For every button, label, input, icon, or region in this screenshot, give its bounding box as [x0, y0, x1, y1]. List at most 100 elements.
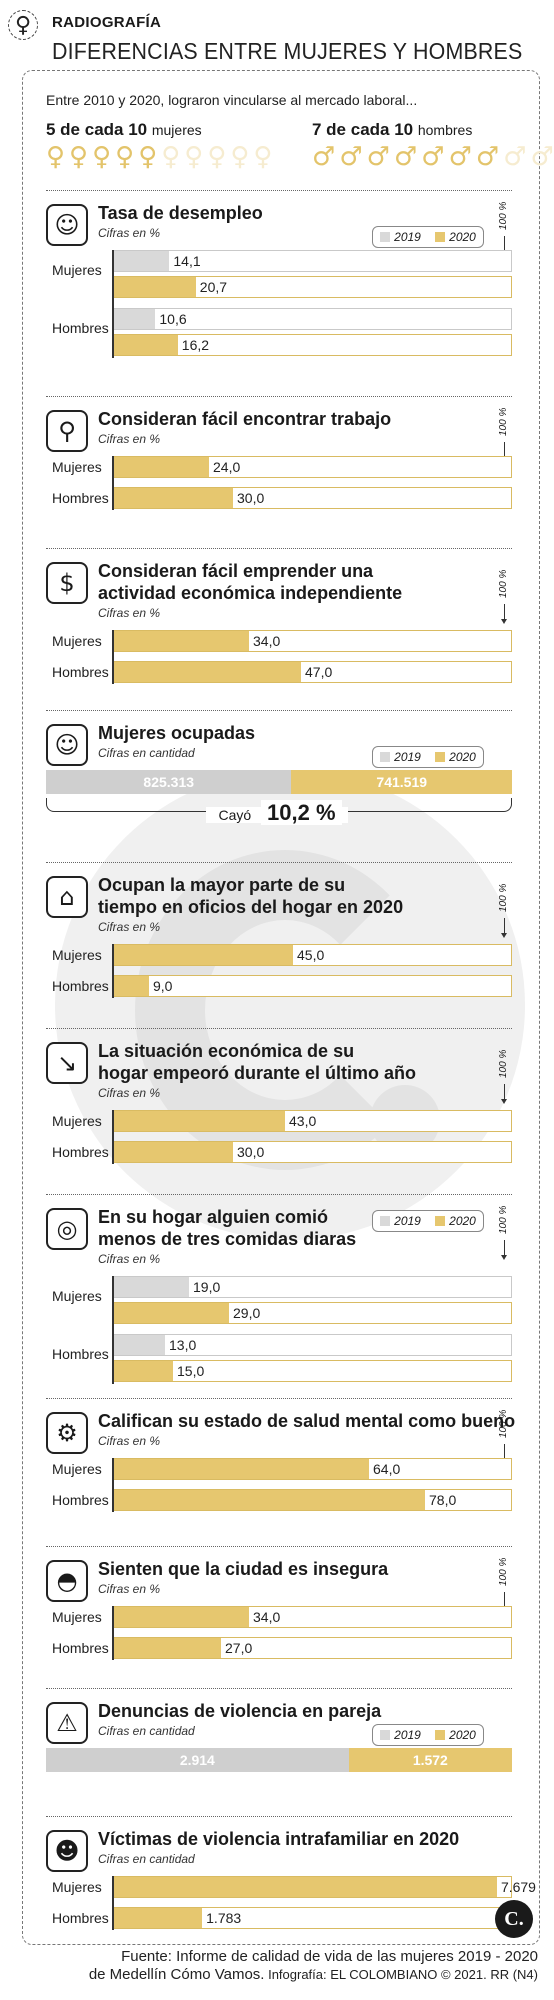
category-label: Mujeres	[52, 1113, 102, 1129]
hundred-percent-arrow	[501, 1084, 507, 1104]
legend-label-2019: 2019	[394, 230, 421, 244]
axis-line	[112, 944, 114, 998]
axis-line	[112, 1110, 114, 1164]
chart-title: Mujeres ocupadas	[98, 723, 256, 743]
bar	[113, 1303, 229, 1323]
bar-value-label: 19,0	[193, 1279, 221, 1295]
chart-title-line2: actividad económica independiente	[98, 583, 403, 603]
legend-swatch-2020	[435, 232, 446, 242]
bar-track: 43,0	[112, 1110, 512, 1132]
section-separator	[46, 1194, 512, 1195]
kicker: RADIOGRAFÍA	[52, 14, 162, 31]
magnifier-search-icon: ⚲	[46, 410, 88, 452]
legend-swatch-2020	[435, 1216, 446, 1226]
declining-trend-icon: ↘	[46, 1042, 88, 1084]
category-label: Hombres	[52, 1910, 109, 1926]
legend-label-2020: 2020	[449, 750, 476, 764]
chart-title-line2: tiempo en oficios del hogar en 2020	[98, 897, 404, 917]
chart-subtitle: Cifras en %	[98, 1252, 161, 1266]
hundred-percent-label: 100 %	[498, 1049, 509, 1078]
category-label: Hombres	[52, 1346, 109, 1362]
legend-label-2019: 2019	[394, 1214, 421, 1228]
chart-title: Consideran fácil emprender una	[98, 561, 374, 581]
legend-swatch-2019	[380, 1730, 391, 1740]
legend-item-2020: 2020	[435, 230, 476, 244]
chart-subtitle: Cifras en cantidad	[98, 1852, 195, 1866]
legend-label-2019: 2019	[394, 1728, 421, 1742]
category-label: Hombres	[52, 1492, 109, 1508]
legend-swatch-2020	[435, 752, 446, 762]
bar-value-label: 78,0	[429, 1492, 457, 1508]
hundred-percent-label: 100 %	[498, 569, 509, 598]
axis-line	[112, 1458, 114, 1512]
bar-value-label: 1.783	[206, 1910, 242, 1926]
money-network-icon: $	[46, 562, 88, 604]
bar	[113, 335, 178, 355]
category-label: Hombres	[52, 664, 109, 680]
bar-track: 27,0	[112, 1637, 512, 1659]
bar	[113, 1607, 249, 1627]
bar-value-label: 27,0	[225, 1640, 253, 1656]
category-label: Hombres	[52, 1144, 109, 1160]
split-bar: 2.914 1.572	[46, 1748, 512, 1772]
bar-value-label: 47,0	[305, 664, 333, 680]
decline-value: 10,2 %	[261, 800, 342, 825]
bar	[113, 1908, 203, 1928]
bar-2020: 1.572	[348, 1748, 512, 1772]
bar-track: 20,7	[112, 276, 512, 298]
bar	[113, 1877, 497, 1897]
bar-track: 78,0	[112, 1489, 512, 1511]
split-bar: 825.313 741.519	[46, 770, 512, 794]
bar	[113, 1277, 189, 1297]
bar	[113, 662, 301, 682]
category-label: Mujeres	[52, 633, 102, 649]
legend-label-2020: 2020	[449, 1728, 476, 1742]
bar-track: 15,0	[112, 1360, 512, 1382]
legend-item-2020: 2020	[435, 1214, 476, 1228]
bar-track: 1.783	[112, 1907, 512, 1929]
chart-subtitle: Cifras en %	[98, 1086, 161, 1100]
bar-value-label: 45,0	[297, 947, 325, 963]
source-prefix: Fuente:	[121, 1948, 172, 1965]
chart-subtitle: Cifras en %	[98, 226, 161, 240]
dashed-frame	[22, 70, 540, 1945]
hundred-percent-label: 100 %	[498, 1557, 509, 1586]
person-icon: ♀	[115, 142, 135, 172]
head-gear-icon: ⚙	[46, 1412, 88, 1454]
hundred-percent-arrow	[501, 1240, 507, 1260]
men-pictogram: ♂♂♂♂♂♂♂♂♂♂	[312, 140, 554, 174]
person-icon: ♀	[184, 142, 204, 172]
hundred-percent-label: 100 %	[498, 1409, 509, 1438]
category-label: Mujeres	[52, 1879, 102, 1895]
axis-line	[112, 1876, 114, 1930]
family-icon: ☻	[46, 1830, 88, 1872]
source-line2: de Medellín Cómo Vamos.	[88, 1966, 265, 1983]
chart-title: Califican su estado de salud mental como…	[98, 1411, 516, 1431]
category-label: Mujeres	[52, 459, 102, 475]
section-separator	[46, 862, 512, 863]
legend-swatch-2020	[435, 1730, 446, 1740]
legend-swatch-2019	[380, 1216, 391, 1226]
bar-value-label: 29,0	[233, 1305, 261, 1321]
chart-title: Tasa de desempleo	[98, 203, 263, 223]
credit: Infografía: EL COLOMBIANO © 2021. RR (N4…	[268, 1967, 538, 1982]
chart-legend: 2019 2020	[372, 1210, 484, 1232]
men-stat: 7 de cada 10 hombres	[312, 120, 472, 140]
bar	[113, 1361, 173, 1381]
bar	[113, 1459, 369, 1479]
person-icon: ♀	[92, 142, 112, 172]
category-label: Hombres	[52, 490, 109, 506]
bar-track: 7.679	[112, 1876, 536, 1898]
category-label: Mujeres	[52, 262, 102, 278]
bar	[113, 309, 156, 329]
person-icon: ♀	[230, 142, 250, 172]
decline-prefix: Cayó	[212, 807, 262, 823]
bar-value-label: 15,0	[177, 1363, 205, 1379]
axis-line	[112, 1606, 114, 1660]
bar	[113, 1490, 425, 1510]
bar-track: 30,0	[112, 1141, 512, 1163]
women-stat: 5 de cada 10 mujeres	[46, 120, 202, 140]
legend-item-2020: 2020	[435, 750, 476, 764]
chart-title: En su hogar alguien comió	[98, 1207, 329, 1227]
